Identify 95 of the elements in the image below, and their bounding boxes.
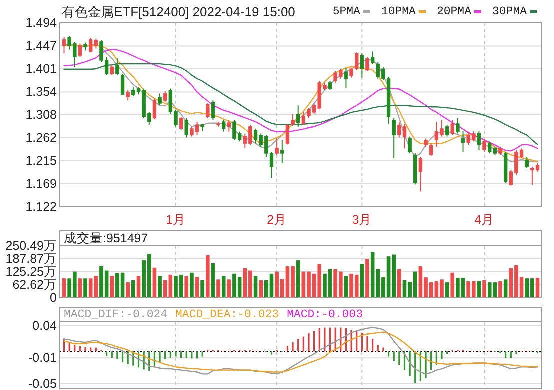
y-tick-label: 187.87万 bbox=[6, 252, 57, 266]
candlestick bbox=[360, 53, 364, 78]
candlestick bbox=[525, 156, 529, 169]
y-tick-label: 0.04 bbox=[32, 318, 58, 333]
candlestick bbox=[163, 90, 168, 103]
bar bbox=[344, 276, 348, 298]
bar bbox=[216, 280, 220, 298]
x-tick-label: 2月 bbox=[267, 213, 288, 227]
legend-label: 10PMA bbox=[381, 6, 416, 18]
candlestick bbox=[116, 58, 120, 76]
y-tick-label: 1.354 bbox=[26, 85, 58, 100]
candlestick bbox=[461, 130, 466, 153]
candlestick bbox=[184, 118, 188, 138]
bar bbox=[482, 280, 486, 298]
text: 成交量:951497 bbox=[64, 230, 148, 246]
x-tick-label: 1月 bbox=[166, 213, 186, 227]
y-tick-label: -0.05 bbox=[28, 376, 58, 390]
bar bbox=[398, 270, 402, 298]
bar bbox=[62, 278, 66, 298]
candlestick bbox=[110, 64, 114, 76]
candlestick bbox=[392, 118, 396, 160]
bar bbox=[366, 259, 370, 298]
candlestick bbox=[408, 136, 412, 154]
candlestick bbox=[450, 120, 454, 136]
bar bbox=[254, 276, 258, 298]
candlestick bbox=[222, 120, 226, 132]
bar bbox=[184, 276, 189, 298]
candlestick bbox=[206, 103, 210, 119]
y-tick-label: 1.169 bbox=[26, 176, 58, 191]
candlestick bbox=[227, 120, 232, 132]
bar bbox=[200, 280, 204, 298]
legend-label: 30PMA bbox=[492, 6, 528, 18]
bar bbox=[195, 277, 200, 298]
y-tick-label: 1.262 bbox=[26, 130, 58, 145]
bar bbox=[126, 282, 130, 298]
bar bbox=[78, 278, 82, 298]
x-tick-label: 3月 bbox=[352, 213, 372, 227]
candlestick bbox=[445, 124, 450, 138]
bar bbox=[360, 264, 364, 298]
y-tick-label: 250.49万 bbox=[6, 239, 57, 253]
candlestick bbox=[296, 105, 300, 128]
y-tick-label: 0 bbox=[50, 291, 58, 305]
candlestick bbox=[286, 124, 290, 146]
candlestick bbox=[126, 90, 130, 102]
candlestick bbox=[370, 51, 375, 65]
bar bbox=[84, 278, 88, 298]
bar bbox=[259, 280, 263, 298]
bar bbox=[504, 280, 508, 298]
y-tick-label: -0.01 bbox=[28, 351, 58, 366]
x-tick-label: 4月 bbox=[474, 213, 495, 227]
legend-label: 20PMA bbox=[436, 6, 472, 18]
chart-title: 有色金属ETF[512400] 2022-04-19 15:00 bbox=[62, 4, 296, 20]
candlestick bbox=[418, 156, 423, 192]
candlestick bbox=[152, 98, 157, 120]
candlestick bbox=[344, 68, 348, 89]
bar bbox=[227, 280, 232, 298]
y-tick-label: 1.215 bbox=[26, 154, 58, 168]
bar bbox=[296, 260, 300, 298]
bar bbox=[206, 255, 210, 298]
legend-label: 5PMA bbox=[332, 6, 361, 18]
bar bbox=[158, 276, 162, 298]
bar bbox=[110, 276, 114, 298]
bar bbox=[152, 268, 157, 298]
text: MACD_DEA:-0.023 bbox=[176, 308, 280, 322]
candlestick bbox=[477, 130, 482, 151]
candlestick bbox=[179, 116, 184, 131]
candlestick bbox=[456, 118, 460, 134]
y-tick-label: 125.25万 bbox=[6, 265, 57, 279]
candlestick bbox=[120, 73, 125, 96]
bar bbox=[477, 282, 482, 298]
series-label: MACD:-0.003 bbox=[287, 308, 364, 322]
y-tick-label: 1.122 bbox=[26, 200, 58, 214]
y-tick-label: 1.308 bbox=[26, 108, 58, 122]
candlestick bbox=[291, 114, 295, 126]
bar bbox=[445, 282, 450, 298]
candlestick bbox=[275, 138, 279, 156]
y-tick-label: 1.447 bbox=[26, 39, 58, 54]
candlestick bbox=[158, 93, 162, 106]
candlestick bbox=[366, 56, 370, 72]
y-tick-label: 1.401 bbox=[26, 62, 58, 76]
bar bbox=[222, 276, 226, 298]
candlestick bbox=[62, 36, 66, 54]
candlestick bbox=[78, 43, 82, 58]
series-label: MACD_DIF:-0.024 bbox=[64, 308, 168, 322]
bar bbox=[498, 282, 502, 298]
candlestick bbox=[280, 140, 284, 164]
bar bbox=[190, 272, 194, 298]
bar bbox=[450, 272, 455, 298]
candlestick bbox=[482, 140, 486, 153]
bar bbox=[132, 280, 136, 298]
bar bbox=[211, 263, 216, 298]
bar bbox=[136, 276, 141, 298]
y-tick-label: 1.494 bbox=[26, 16, 58, 30]
candlestick bbox=[211, 100, 216, 121]
y-tick-label: 62.62万 bbox=[12, 278, 57, 292]
